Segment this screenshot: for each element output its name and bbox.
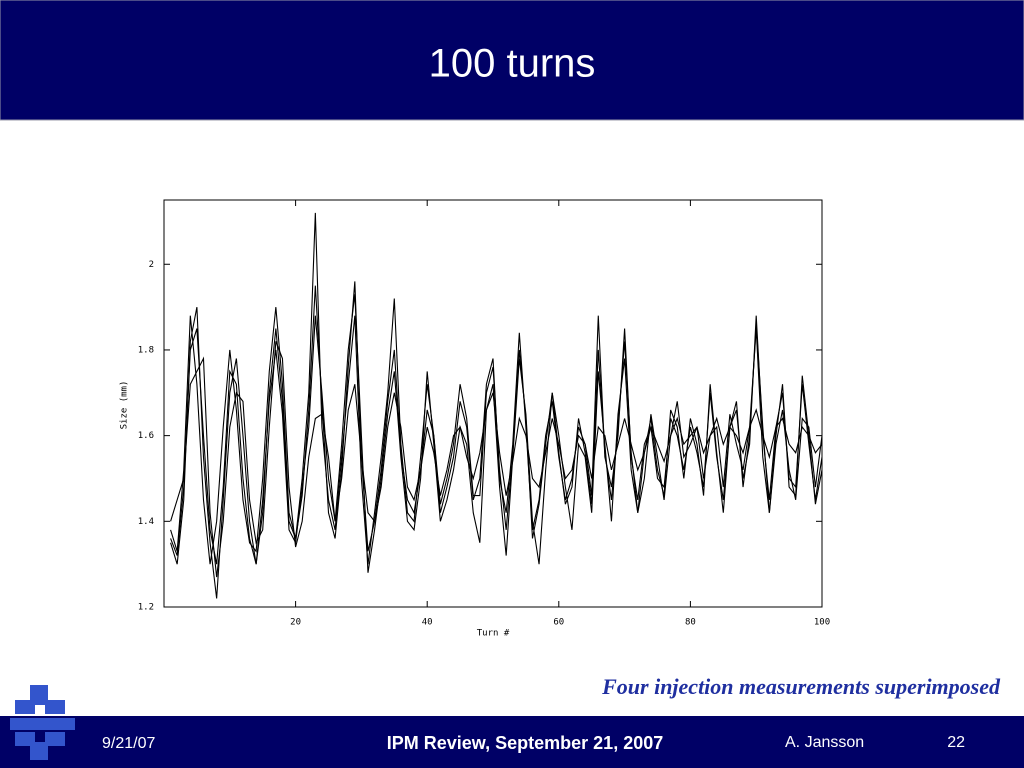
y-tick-label: 1.6 bbox=[138, 431, 154, 441]
plot-frame bbox=[163, 199, 823, 608]
footer-event: IPM Review, September 21, 2007 bbox=[387, 733, 663, 753]
slide-title: 100 turns bbox=[429, 42, 596, 86]
x-tick-label: 60 bbox=[553, 618, 564, 628]
y-tick-label: 2 bbox=[149, 260, 154, 270]
series-line bbox=[170, 341, 823, 578]
footer-band bbox=[0, 716, 1024, 768]
header-band bbox=[0, 0, 1024, 121]
y-tick-label: 1.4 bbox=[138, 517, 154, 527]
caption: Four injection measurements superimposed bbox=[601, 674, 1001, 699]
footer-date: 9/21/07 bbox=[102, 735, 155, 752]
x-tick-label: 80 bbox=[685, 618, 696, 628]
footer-page: 22 bbox=[947, 734, 965, 751]
series-line bbox=[170, 212, 823, 565]
x-tick-label: 40 bbox=[422, 618, 433, 628]
x-tick-label: 20 bbox=[290, 618, 301, 628]
series-line bbox=[170, 281, 823, 565]
y-tick-label: 1.2 bbox=[138, 603, 154, 613]
x-tick-label: 100 bbox=[814, 618, 830, 628]
logo bbox=[10, 685, 75, 760]
y-tick-label: 1.8 bbox=[138, 345, 154, 355]
y-axis-label: Size (mm) bbox=[120, 381, 130, 430]
x-axis-label: Turn # bbox=[477, 629, 510, 639]
series-line bbox=[170, 294, 823, 599]
footer-author: A. Jansson bbox=[785, 734, 864, 751]
